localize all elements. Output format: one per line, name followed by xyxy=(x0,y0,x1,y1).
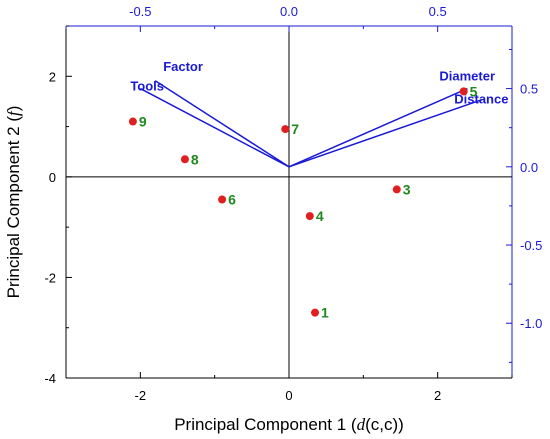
right-tick-label: 0.0 xyxy=(520,160,538,175)
score-point-6 xyxy=(218,195,227,204)
score-label-7: 7 xyxy=(291,121,299,137)
score-point-9 xyxy=(128,117,137,126)
loading-vector-diameter xyxy=(288,87,468,168)
score-label-6: 6 xyxy=(228,191,236,207)
score-label-5: 5 xyxy=(470,83,478,99)
score-point-5 xyxy=(459,87,468,96)
score-point-1 xyxy=(311,308,320,317)
score-points: 1 3 4 5 6 7 8 9 xyxy=(128,83,478,321)
score-label-8: 8 xyxy=(191,151,199,167)
x-tick-label: 0 xyxy=(285,388,292,403)
y-tick-label: -2 xyxy=(44,270,56,285)
y-tick-label: 2 xyxy=(49,69,56,84)
score-label-4: 4 xyxy=(316,208,324,224)
x-tick-label: -2 xyxy=(135,388,147,403)
y-tick-label: 0 xyxy=(49,170,56,185)
y-axis-title: Principal Component 2 (f) xyxy=(4,106,23,299)
top-tick-label: -0.5 xyxy=(129,4,151,19)
x-axis-title: Principal Component 1 (d(c,c)) xyxy=(174,415,404,434)
left-axis-ticks: -4 -2 0 2 xyxy=(44,25,72,386)
loading-vectors: Factor Tools Diameter Distance xyxy=(130,59,508,168)
x-tick-label: 2 xyxy=(434,388,441,403)
right-axis-ticks: 0.5 0.0 -0.5 -1.0 xyxy=(506,48,542,363)
score-label-3: 3 xyxy=(403,181,411,197)
score-label-9: 9 xyxy=(139,114,147,130)
loading-vector-distance xyxy=(288,98,483,168)
loading-label-factor: Factor xyxy=(163,59,203,74)
right-tick-label: 0.5 xyxy=(520,82,538,97)
loading-vector-factor xyxy=(154,80,290,168)
score-point-7 xyxy=(281,125,290,134)
right-tick-label: -0.5 xyxy=(520,238,542,253)
loading-label-distance: Distance xyxy=(454,92,508,107)
y-tick-label: -4 xyxy=(44,371,56,386)
score-point-8 xyxy=(180,155,189,164)
loading-label-diameter: Diameter xyxy=(439,69,495,84)
loading-label-tools: Tools xyxy=(130,79,164,94)
score-label-1: 1 xyxy=(321,305,329,321)
top-tick-label: 0.5 xyxy=(429,4,447,19)
score-point-4 xyxy=(305,212,314,221)
loading-vector-tools xyxy=(139,87,290,168)
top-tick-label: 0.0 xyxy=(280,4,298,19)
zero-lines xyxy=(66,26,512,378)
bottom-axis-ticks: -2 0 2 xyxy=(65,372,513,403)
score-point-3 xyxy=(392,185,401,194)
right-tick-label: -1.0 xyxy=(520,316,542,331)
top-axis-ticks: -0.5 0.0 0.5 xyxy=(65,4,513,32)
